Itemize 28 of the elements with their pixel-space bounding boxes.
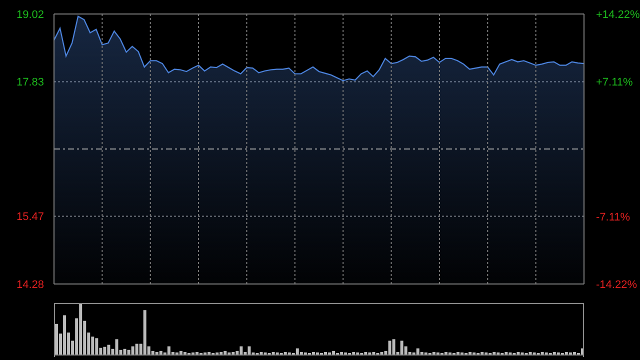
bar — [91, 336, 94, 355]
y2-tick-label: +7.11% — [596, 76, 634, 88]
bar — [131, 346, 134, 355]
bar — [240, 346, 243, 355]
y-tick-label: 15.47 — [16, 211, 44, 224]
y2-tick-label: -7.11% — [596, 211, 630, 224]
bar — [107, 344, 110, 355]
bar — [296, 348, 299, 355]
bar — [55, 324, 58, 355]
bar — [115, 339, 118, 355]
y2-tick-label: -14.22% — [596, 278, 638, 291]
bar — [388, 340, 392, 355]
bar — [135, 344, 138, 355]
bar — [143, 310, 146, 355]
bar — [400, 340, 404, 355]
bar — [103, 346, 106, 355]
bar — [416, 348, 420, 355]
bar — [63, 315, 66, 355]
y-tick-label: 19.02 — [16, 8, 44, 21]
bar — [95, 338, 98, 355]
bar — [79, 304, 82, 355]
y-tick-label: 14.28 — [16, 278, 44, 291]
y2-tick-label: +14.22% — [596, 8, 640, 21]
y-tick-label: 17.83 — [16, 76, 44, 89]
bar — [248, 346, 251, 355]
bar — [167, 346, 170, 355]
bar — [392, 339, 396, 355]
bar — [123, 348, 126, 355]
